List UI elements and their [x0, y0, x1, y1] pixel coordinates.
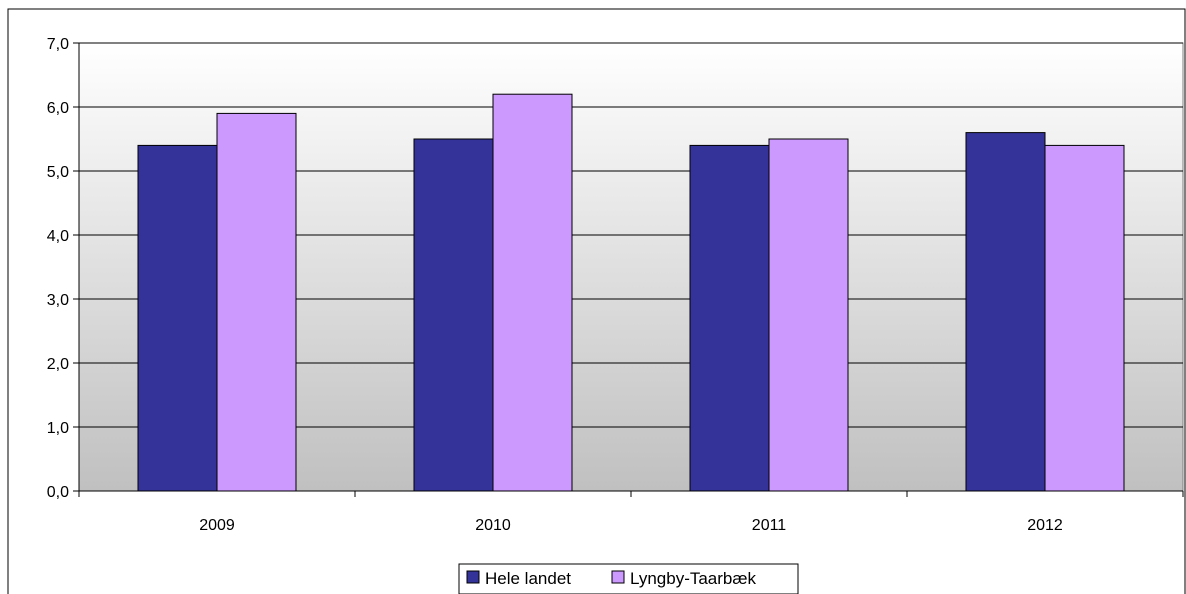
bar-hele-landet-2010 — [413, 138, 494, 492]
y-axis: 0,0 1,0 2,0 3,0 4,0 5,0 6,0 7,0 — [47, 36, 80, 501]
bar-hele-landet-2011 — [689, 144, 770, 492]
y-tick-label: 3,0 — [47, 292, 69, 309]
legend: Hele landet Lyngby-Taarbæk — [458, 563, 799, 594]
y-tick-label: 7,0 — [47, 36, 69, 53]
y-tick-label: 6,0 — [47, 100, 69, 117]
bar-lyngby-taarb-k-2010 — [492, 93, 573, 492]
bar-lyngby-taarb-k-2009 — [216, 112, 297, 492]
legend-label-lyngby-taarbaek: Lyngby-Taarbæk — [630, 569, 756, 588]
y-tick-label: 2,0 — [47, 356, 69, 373]
bar-hele-landet-2012 — [965, 132, 1046, 492]
x-tick-label: 2010 — [475, 517, 511, 534]
bars — [137, 93, 1125, 492]
bar-lyngby-taarb-k-2011 — [768, 138, 849, 492]
legend-swatch-hele-landet — [466, 570, 480, 584]
bar-hele-landet-2009 — [137, 144, 218, 492]
chart-area-border — [7, 8, 1186, 594]
y-tick-label: 0,0 — [47, 484, 69, 501]
y-tick-label: 5,0 — [47, 164, 69, 181]
x-axis: 2009 2010 2011 2012 — [78, 490, 1184, 534]
bar-lyngby-taarb-k-2012 — [1044, 144, 1125, 492]
legend-box — [458, 563, 799, 594]
x-tick-label: 2009 — [199, 517, 235, 534]
y-tick-label: 1,0 — [47, 420, 69, 437]
legend-label-hele-landet: Hele landet — [485, 569, 571, 588]
x-tick-label: 2012 — [1027, 517, 1063, 534]
legend-swatch-lyngby-taarbaek — [611, 570, 625, 584]
x-tick-label: 2011 — [752, 517, 787, 534]
y-tick-label: 4,0 — [47, 228, 69, 245]
